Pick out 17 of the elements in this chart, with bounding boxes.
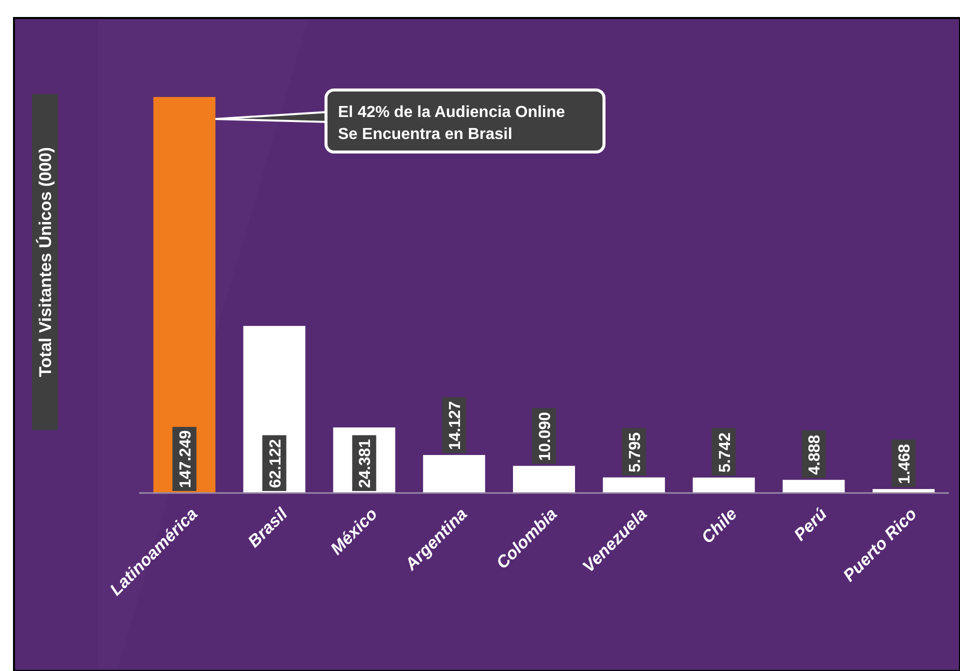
bar	[782, 480, 845, 493]
data-label: 5.742	[716, 432, 734, 473]
bar	[153, 97, 216, 493]
data-label: 10.090	[537, 412, 554, 461]
bar	[692, 478, 755, 493]
data-label: 14.127	[447, 400, 464, 450]
data-label: 24.381	[357, 438, 374, 488]
data-label: 5.795	[626, 432, 644, 472]
bar	[602, 477, 665, 493]
data-label: 4.888	[806, 434, 824, 475]
data-label: 1.468	[896, 444, 914, 484]
bar	[512, 466, 576, 493]
data-label: 147.249	[177, 430, 194, 488]
y-axis-title: Total Visitantes Únicos (000)	[35, 147, 55, 377]
bar	[423, 455, 486, 493]
data-label: 62.122	[267, 438, 284, 488]
annotation: El 42% de la Audiencia Online Se Encuentra en Brasil	[338, 104, 566, 143]
